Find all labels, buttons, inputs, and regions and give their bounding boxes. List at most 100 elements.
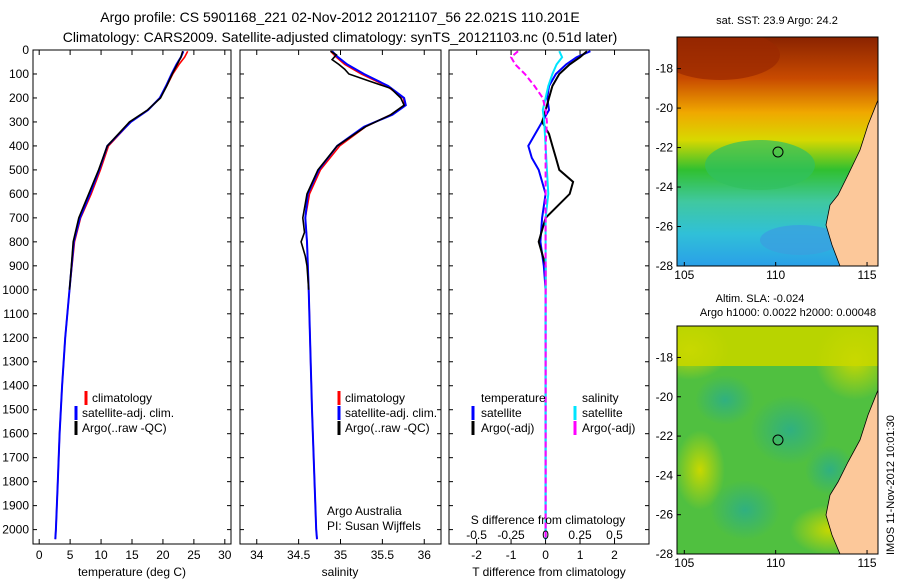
difference-axis-ticks: -2 -1 0 1 2 [449,49,649,562]
y-tick-label: 300 [9,115,29,129]
y-tick-label: 1800 [2,475,29,489]
x-tick-label: 15 [125,548,139,562]
y-tick-label: 0 [22,43,29,57]
temperature-axis-label: temperature (deg C) [78,565,186,579]
salinity-lines [300,50,407,540]
map-y-tick-label: -28 [656,259,674,273]
difference-legend: temperature satellite Argo(-adj) salinit… [471,391,635,435]
legend-title-salinity: salinity [582,391,619,405]
legend-label-climatology: climatology [345,391,405,405]
legend-label-climatology: climatology [92,391,152,405]
sla-map-panel: Altim. SLA: -0.024 Argo h1000: 0.0022 h2… [656,293,879,570]
sst-green-blob [705,140,815,190]
annotation-pi: PI: Susan Wijffels [327,519,421,533]
sla-map-title: Altim. SLA: -0.024 [716,293,805,305]
y-tick-label: 700 [9,211,29,225]
sst-map-ticks: 105 110 115 -18 -20 -22 -24 -26 -28 [656,62,877,282]
difference-axis-label: T difference from climatology [472,565,626,579]
series-line-argo-raw-qc [68,50,184,290]
map-y-tick-label: -22 [656,141,674,155]
y-tick-label: 500 [9,163,29,177]
series-line-argo-raw-qc [300,50,406,290]
sst-map-frame [676,36,879,267]
temperature-legend: climatology satellite-adj. clim. Argo(..… [74,391,174,435]
map-y-tick-label: -26 [656,508,674,522]
sla-map-frame [676,325,879,555]
sla-teal-blob1 [695,375,755,425]
annotation-argo-australia: Argo Australia [327,504,402,518]
figure-title-line2: Climatology: CARS2009. Satellite-adjuste… [63,29,618,45]
argo-position-marker [772,146,784,158]
y-tick-label: 1600 [2,427,29,441]
secondary-tick-label: 0.5 [606,528,623,542]
salinity-axis-label: salinity [322,565,359,579]
salinity-legend: climatology satellite-adj. clim. Argo(..… [337,391,437,435]
legend-label-argo: Argo(..raw -QC) [82,421,167,435]
secondary-tick-label: -0.25 [497,528,525,542]
legend-label-satellite: satellite-adj. clim. [82,406,174,420]
x-tick-label: 20 [156,548,170,562]
y-tick-label: 1500 [2,403,29,417]
sla-teal-blob2 [750,395,830,465]
sla-map-ticks: 105 110 115 -18 -20 -22 -24 -26 -28 [656,350,877,570]
legend-label-argo: Argo(..raw -QC) [345,421,430,435]
map-x-tick-label: 115 [857,268,876,282]
legend-label-temp-satellite: satellite [481,406,522,420]
difference-panel: -2 -1 0 1 2 T difference from climatology S … [448,49,650,579]
y-tick-label: 1300 [2,355,29,369]
sla-map-subtitle: Argo h1000: 0.0022 h2000: 0.00048 [700,307,876,319]
legend-label-temp-argo: Argo(-adj) [481,421,534,435]
map-y-tick-label: -22 [656,429,674,443]
difference-lines [509,50,591,540]
map-x-tick-label: 105 [674,268,694,282]
y-tick-label: 1100 [3,307,29,321]
map-y-tick-label: -24 [656,180,674,194]
legend-title-temperature: temperature [481,391,546,405]
sla-teal-blob3 [710,480,780,540]
sst-warm-blob [677,37,780,80]
map-x-tick-label: 115 [857,556,876,570]
side-label: IMOS 11-Nov-2012 10:01:30 [885,415,897,555]
x-tick-label: 5 [67,548,74,562]
sst-field [677,37,878,266]
y-tick-label: 1700 [2,451,29,465]
y-tick-label: 1000 [2,283,29,297]
x-tick-label: 34.5 [287,548,311,562]
salinity-panel: 34 34.5 35 35.5 36 salinity climatology sate… [239,49,442,579]
x-tick-label: 36 [418,548,432,562]
secondary-axis-label: S difference from climatology [471,513,626,527]
difference-plot-frame [448,49,650,545]
sst-blue-blob [760,225,840,255]
y-tick-label: 1200 [2,331,29,345]
sst-land [825,99,878,266]
temperature-lines [54,50,189,540]
secondary-tick-label: 0 [542,528,549,542]
y-tick-label: 2000 [2,523,29,537]
y-tick-label: 900 [9,259,29,273]
map-x-tick-label: 110 [766,268,785,282]
temperature-axis-ticks: 0 5 10 15 20 25 30 [36,50,232,562]
sst-map-panel: sat. SST: 23.9 Argo: 24.2 105 110 115 -18 -2… [656,15,879,282]
x-tick-label: 0 [36,548,43,562]
salinity-axis-ticks: 34 34.5 35 35.5 36 [240,49,441,562]
map-y-tick-label: -20 [656,390,674,404]
x-tick-label: 2 [611,548,618,562]
map-y-tick-label: -28 [656,547,674,561]
x-tick-label: -2 [471,548,482,562]
y-tick-label: 200 [9,91,29,105]
secondary-tick-label: 0.25 [568,528,592,542]
sst-map-title: sat. SST: 23.9 Argo: 24.2 [716,15,838,27]
sla-land [825,389,878,554]
argo-position-marker [772,434,784,446]
map-y-tick-label: -20 [656,101,674,115]
legend-label-sal-argo: Argo(-adj) [582,421,635,435]
sla-yellow-blob1 [677,326,730,380]
x-tick-label: 25 [187,548,201,562]
y-tick-label: 600 [9,187,29,201]
x-tick-label: 1 [577,548,584,562]
x-tick-label: 35 [334,548,348,562]
y-tick-label: 1900 [2,499,29,513]
x-tick-label: 30 [218,548,232,562]
legend-label-satellite: satellite-adj. clim. [345,406,437,420]
